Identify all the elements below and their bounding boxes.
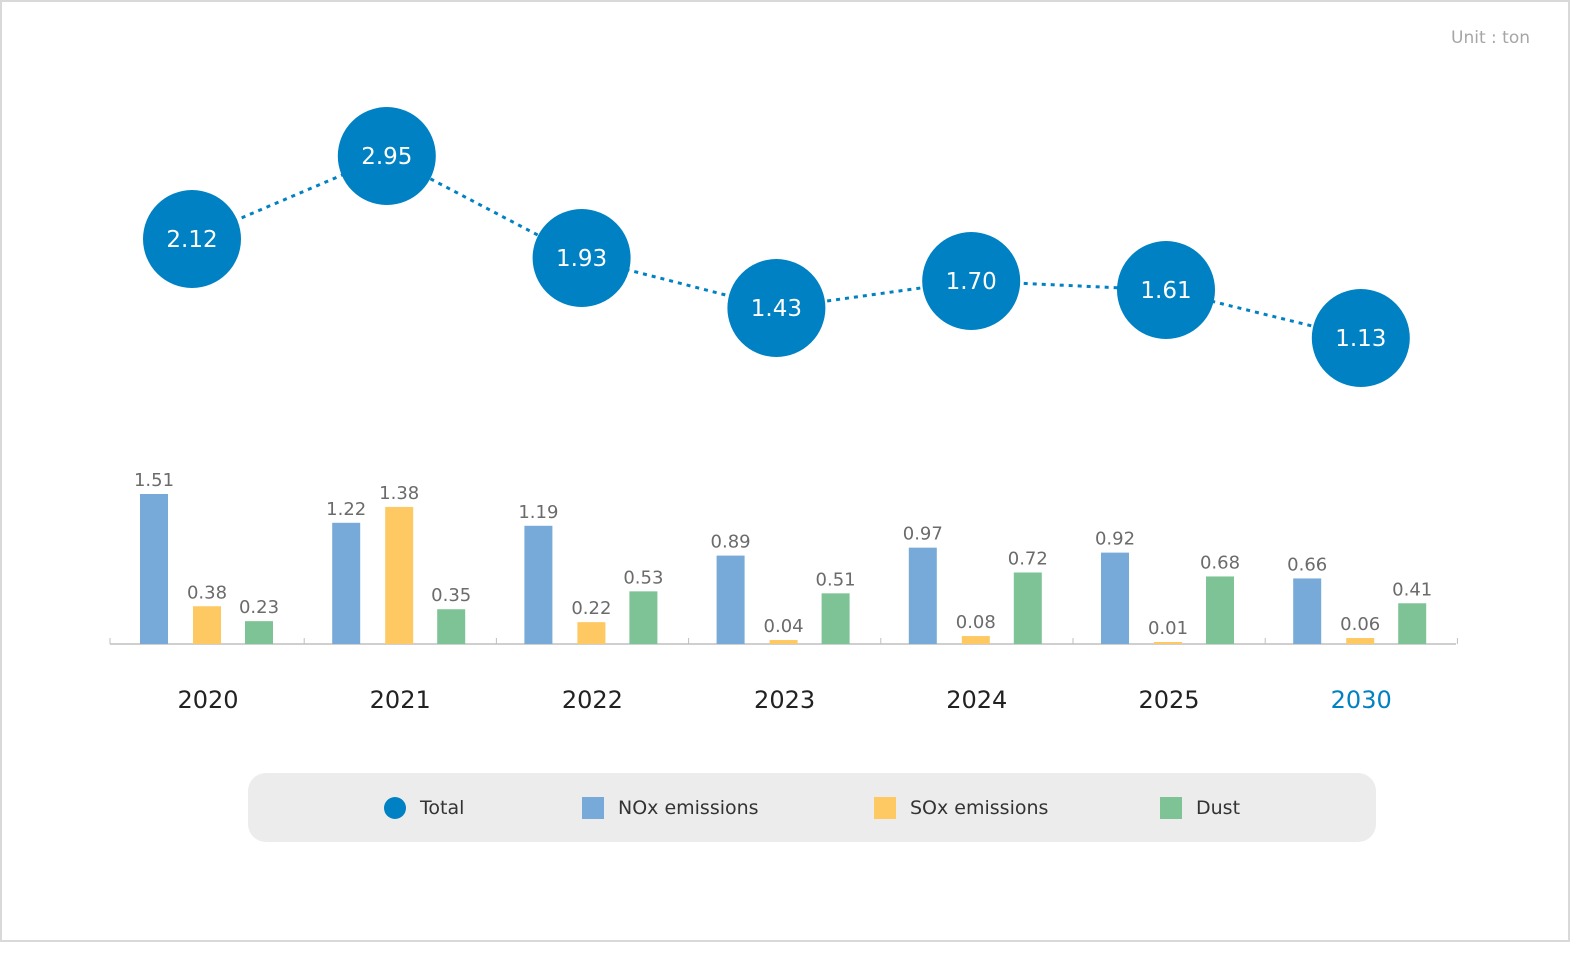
bar-label-nox-2025: 0.92: [1095, 529, 1135, 550]
bar-sox-2024: [961, 636, 990, 644]
total-point-2021: [337, 107, 436, 205]
bar-label-sox-2024: 0.08: [956, 612, 996, 633]
year-label-2024: 2024: [946, 686, 1007, 714]
bar-label-dust-2020: 0.23: [239, 597, 279, 618]
legend-total-label: Total: [420, 796, 465, 819]
bar-dust-2025: [1206, 576, 1234, 644]
bar-dust-2022: [629, 591, 658, 644]
bar-label-sox-2023: 0.04: [764, 616, 804, 637]
year-label-2030: 2030: [1331, 686, 1392, 714]
legend-item-sox: SOx emissions: [874, 773, 1048, 842]
year-label-2021: 2021: [370, 686, 431, 714]
year-label-2020: 2020: [177, 686, 238, 714]
bar-nox-2024: [908, 547, 937, 644]
total-label-2024: 1.70: [946, 269, 997, 295]
legend-dust-label: Dust: [1196, 796, 1241, 819]
emissions-chart: 1.51 1.22 1.19 0.89 0.97 0.92 0.66 0.38 1.38 0.22…: [109, 107, 1458, 714]
total-label-2021: 2.95: [361, 144, 412, 170]
total-label-2022: 1.93: [556, 246, 607, 272]
legend-nox-swatch: [582, 796, 604, 819]
legend-sox-label: SOx emissions: [910, 796, 1049, 819]
bar-label-nox-2022: 1.19: [518, 502, 558, 523]
total-point-2022: [532, 209, 631, 307]
total-point-2020: [143, 190, 241, 288]
total-label-2020: 2.12: [166, 227, 217, 253]
bar-sox-2030: [1346, 638, 1375, 644]
bar-label-sox-2021: 1.38: [379, 483, 419, 504]
bar-nox-2022: [524, 525, 553, 644]
bar-dust-2023: [821, 593, 850, 644]
bar-label-nox-2024: 0.97: [903, 524, 943, 545]
bar-label-sox-2022: 0.22: [571, 598, 611, 619]
legend-total-swatch: [384, 796, 406, 819]
bar-sox-2022: [577, 622, 606, 644]
legend-nox-label: NOx emissions: [618, 796, 759, 819]
legend-dust-swatch: [1160, 796, 1182, 819]
year-label-2022: 2022: [562, 686, 623, 714]
year-label-2025: 2025: [1138, 686, 1199, 714]
legend-item-nox: NOx emissions: [582, 773, 759, 842]
bar-sox-2025: [1154, 642, 1182, 644]
bar-sox-2020: [193, 606, 221, 644]
total-label-2030: 1.13: [1335, 326, 1386, 352]
legend: Total NOx emissions SOx emissions Dust: [248, 773, 1376, 842]
bar-label-sox-2025: 0.01: [1148, 618, 1188, 639]
bar-label-sox-2030: 0.06: [1340, 614, 1380, 635]
bar-label-dust-2022: 0.53: [623, 567, 663, 588]
total-point-2030: [1311, 289, 1410, 387]
bar-label-dust-2025: 0.68: [1200, 552, 1240, 573]
bar-sox-2021: [385, 506, 414, 644]
total-point-2025: [1117, 241, 1215, 339]
bar-label-dust-2024: 0.72: [1008, 548, 1048, 569]
total-point-2024: [922, 232, 1021, 330]
bar-dust-2030: [1398, 603, 1427, 644]
bar-nox-2023: [716, 555, 745, 644]
bar-nox-2030: [1293, 578, 1322, 644]
bar-label-nox-2021: 1.22: [326, 499, 366, 520]
legend-item-dust: Dust: [1160, 773, 1240, 842]
legend-item-total: Total: [384, 773, 464, 842]
bar-label-dust-2030: 0.41: [1392, 579, 1432, 600]
bar-label-nox-2020: 1.51: [134, 470, 174, 491]
bar-dust-2024: [1013, 572, 1042, 644]
bar-dust-2021: [437, 609, 466, 644]
bar-nox-2025: [1101, 552, 1129, 644]
bar-label-nox-2023: 0.89: [711, 532, 751, 553]
total-label-2023: 1.43: [751, 296, 802, 322]
year-label-2023: 2023: [754, 686, 815, 714]
bar-dust-2020: [245, 621, 273, 644]
bar-label-nox-2030: 0.66: [1287, 554, 1327, 575]
bar-label-dust-2021: 0.35: [431, 585, 471, 606]
unit-label: Unit : ton: [1451, 28, 1530, 48]
total-label-2025: 1.61: [1140, 278, 1191, 304]
bar-nox-2021: [332, 522, 361, 644]
bar-nox-2020: [140, 494, 168, 644]
bar-sox-2023: [769, 640, 798, 644]
total-point-2023: [727, 259, 826, 357]
bar-label-sox-2020: 0.38: [187, 582, 227, 603]
legend-sox-swatch: [874, 796, 896, 819]
bar-label-dust-2023: 0.51: [816, 569, 856, 590]
